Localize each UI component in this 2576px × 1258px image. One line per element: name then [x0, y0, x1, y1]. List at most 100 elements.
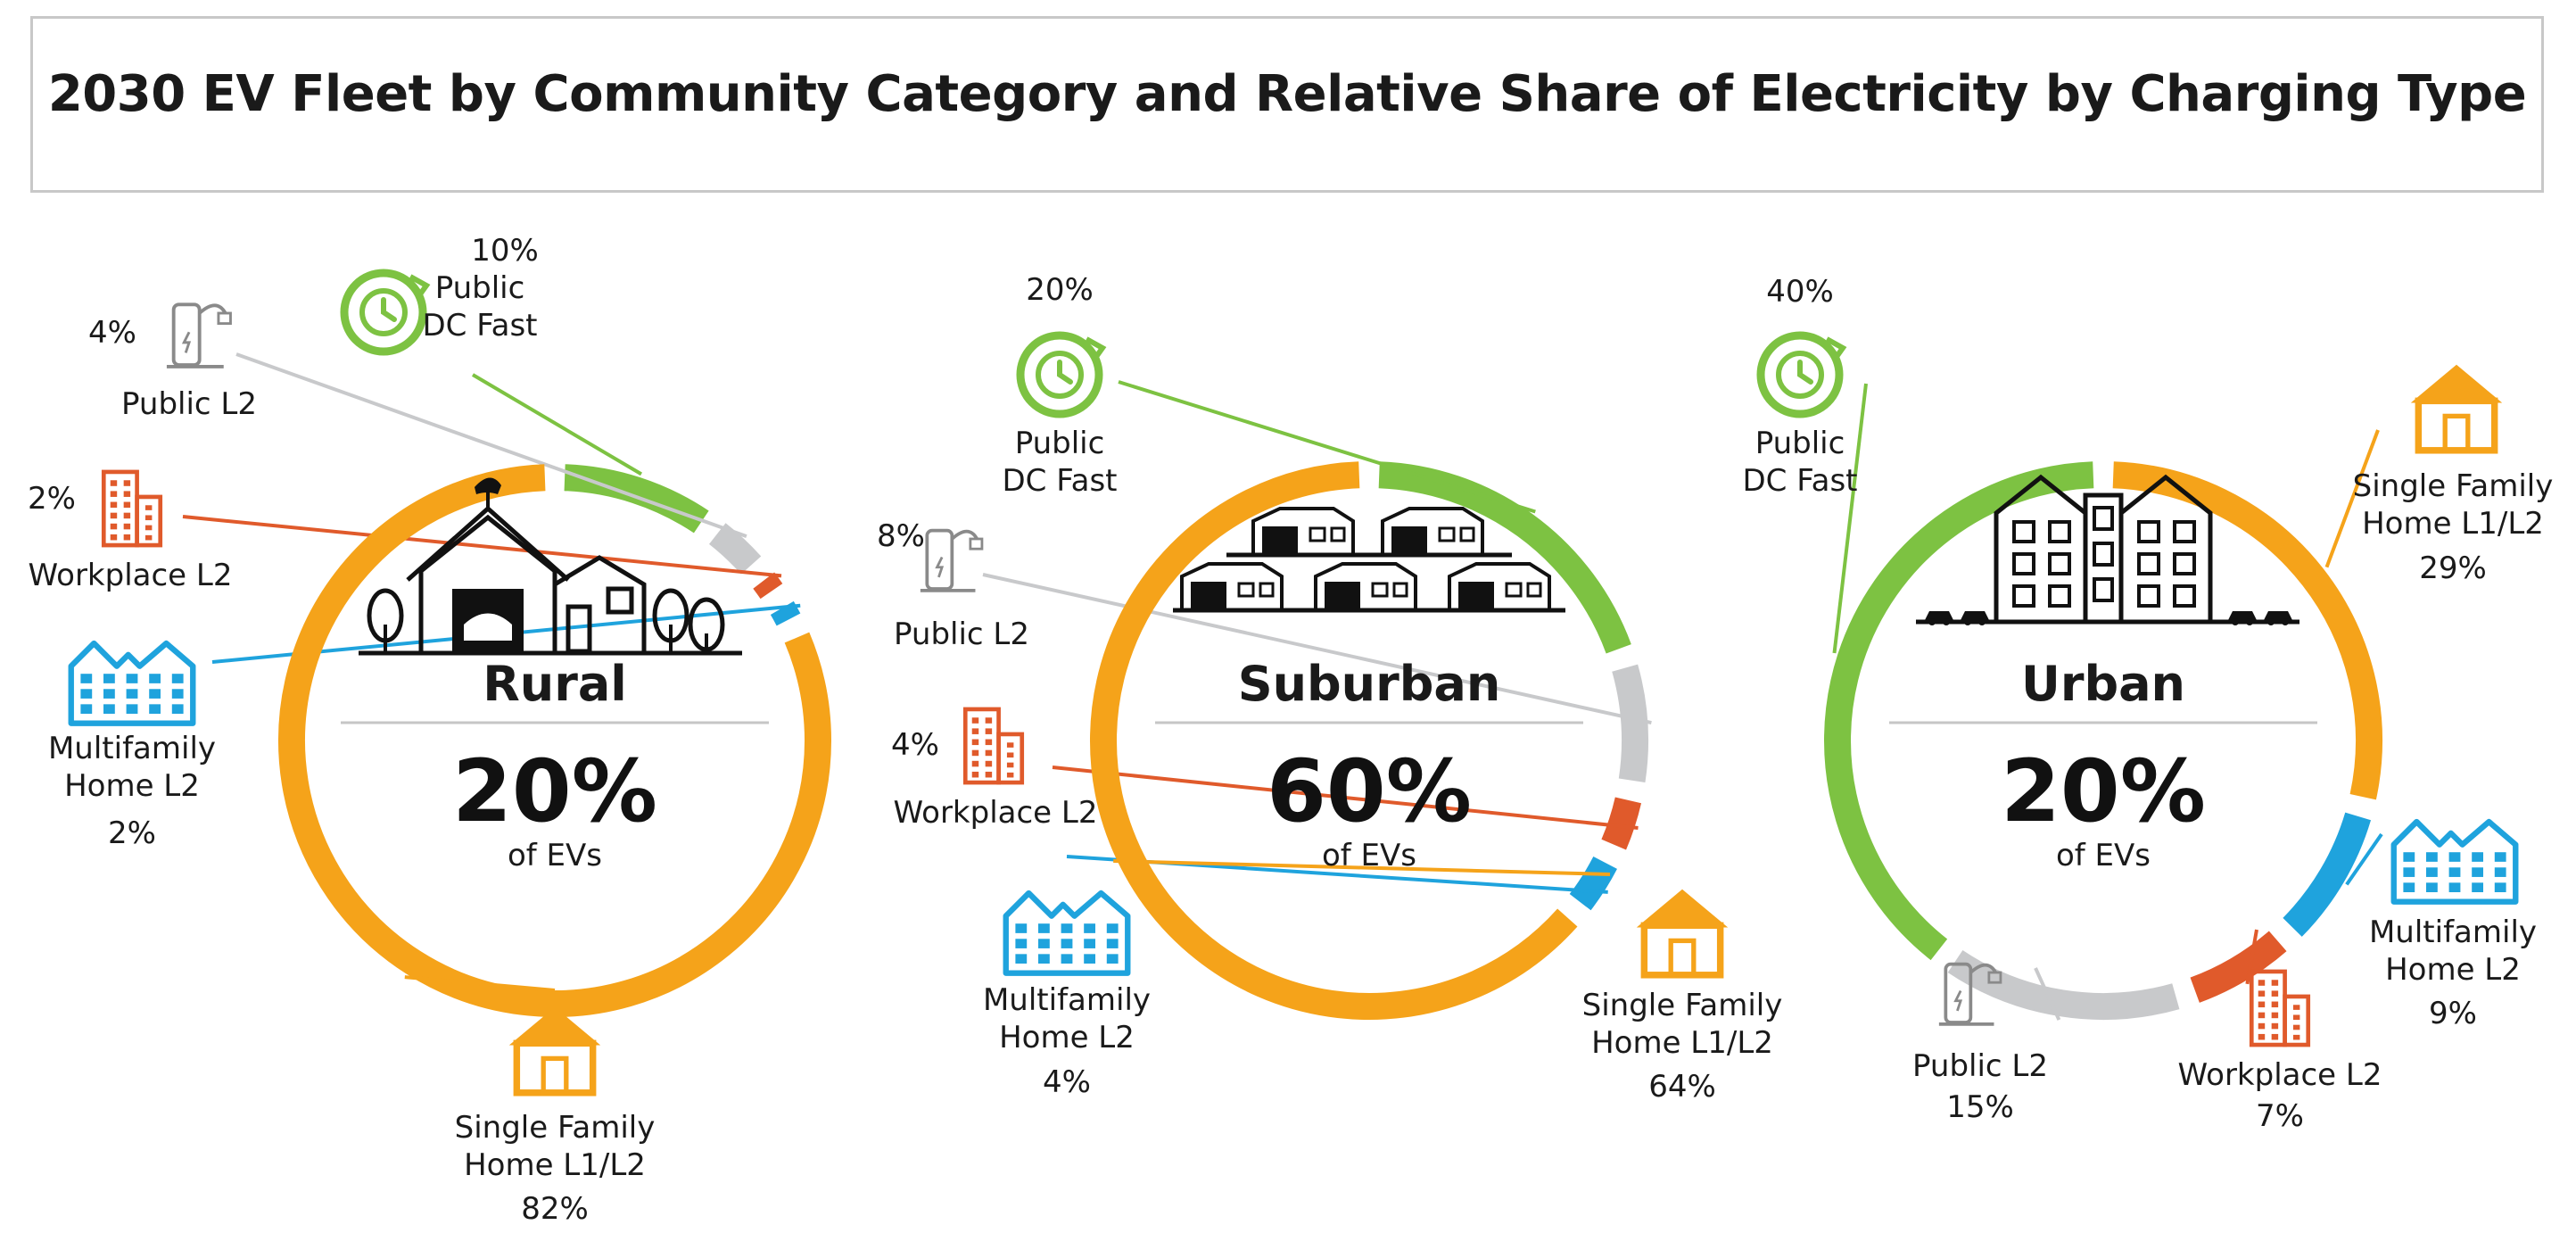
slice-label: Workplace L2: [2178, 1057, 2382, 1093]
slice-label: Public DC Fast: [1002, 426, 1117, 499]
slice-arc-workplace-l2: [753, 572, 783, 600]
slice-label: Public L2: [894, 617, 1029, 652]
slice-public-l2: Public L2 15%: [1912, 950, 2180, 1125]
slice-value-label: 2%: [28, 481, 76, 517]
slice-value-label: 29%: [2419, 550, 2487, 586]
fleet-share-value: 20%: [2001, 741, 2206, 841]
leader-line: [404, 975, 556, 992]
slice-multifamily-home-l2: Multifamily Home L2 9%: [2283, 812, 2537, 1031]
house-icon: [1636, 889, 1729, 979]
slice-arc-workplace-l2: [1601, 797, 1642, 850]
slice-label: Single Family Home L1/L2: [2353, 468, 2554, 542]
slice-label: Workplace L2: [29, 558, 233, 593]
slice-value-label: 4%: [88, 315, 136, 351]
slice-label: Multifamily Home L2: [48, 731, 216, 804]
leader-line: [471, 373, 643, 476]
slice-workplace-l2: Workplace L2 7%: [2178, 929, 2382, 1134]
slice-label: Public L2: [1912, 1048, 2048, 1084]
slice-value-label: 10%: [471, 233, 539, 269]
slice-single-family-home-l1-l2: Single Family Home L1/L2 82%: [278, 464, 831, 1227]
slice-arc-public-l2: [1612, 664, 1648, 783]
leader-line: [982, 573, 1652, 725]
slice-value-label: 2%: [108, 815, 156, 851]
charging-station-icon: [1938, 962, 2002, 1026]
fleet-share-unit: of EVs: [2056, 838, 2151, 873]
donut-chart-urban: Single Family Home L1/L2 29% Multifamily Hom…: [1742, 274, 2553, 1134]
leader-line: [2245, 929, 2258, 985]
slice-value-label: 15%: [1946, 1089, 2014, 1125]
slice-single-family-home-l1-l2: Single Family Home L1/L2 64%: [1090, 461, 1783, 1105]
slice-value-label: 40%: [1766, 274, 1834, 310]
fleet-share-value: 20%: [452, 741, 657, 841]
slice-value-label: 20%: [1026, 272, 1094, 308]
leader-line: [1113, 859, 1611, 876]
charging-station-icon: [166, 302, 232, 368]
slice-arc-single-family-home-l1-l2: [2112, 461, 2382, 800]
slice-value-label: 4%: [1043, 1064, 1091, 1100]
slice-label: Public DC Fast: [422, 270, 537, 343]
slice-public-l2: Public L2 4%: [88, 302, 762, 575]
fleet-share-unit: of EVs: [1322, 838, 1416, 873]
slice-public-l2: Public L2 8%: [877, 518, 1652, 783]
slice-multifamily-home-l2: Multifamily Home L2 4%: [983, 855, 1617, 1100]
slice-single-family-home-l1-l2: Single Family Home L1/L2 29%: [2112, 364, 2554, 800]
slice-label: Multifamily Home L2: [983, 982, 1151, 1055]
slice-label: Public DC Fast: [1742, 426, 1857, 499]
slice-label: Single Family Home L1/L2: [1582, 988, 1783, 1061]
stopwatch-icon: [1756, 331, 1847, 418]
slice-arc-single-family-home-l1-l2: [278, 464, 831, 1017]
slice-arc-multifamily-home-l2: [1569, 856, 1617, 911]
slice-label: Single Family Home L1/L2: [455, 1110, 656, 1183]
house-icon: [508, 1006, 601, 1097]
slice-label: Public L2: [121, 386, 257, 422]
fleet-share-value: 60%: [1267, 741, 1472, 841]
chart-title: 2030 EV Fleet by Community Category and …: [47, 65, 2527, 123]
slice-public-dc-fast: Public DC Fast 40%: [1742, 274, 2094, 961]
slice-value-label: 7%: [2256, 1098, 2304, 1134]
slice-value-label: 8%: [877, 518, 925, 554]
apartment-building-icon: [2390, 818, 2519, 905]
stopwatch-icon: [1016, 331, 1107, 418]
leader-line: [235, 352, 747, 538]
apartment-building-icon: [1003, 890, 1131, 976]
slice-arc-workplace-l2: [2190, 931, 2287, 1003]
leader-line: [182, 515, 782, 578]
leader-line: [2324, 429, 2380, 568]
slice-value-label: 9%: [2429, 996, 2477, 1031]
slice-arc-public-dc-fast: [1378, 461, 1631, 654]
slice-arc-public-l2: [1947, 950, 2180, 1020]
leader-line: [2034, 967, 2061, 1021]
slice-value-label: 64%: [1648, 1069, 1716, 1105]
office-building-icon: [2249, 969, 2311, 1047]
rural-farmhouse-icon: [359, 477, 742, 656]
slice-value-label: 82%: [521, 1191, 589, 1227]
leader-line: [1052, 766, 1639, 830]
apartment-building-icon: [68, 640, 196, 726]
leader-line: [2345, 832, 2383, 886]
office-building-icon: [101, 469, 163, 548]
community-name: Urban: [2021, 656, 2185, 712]
stopwatch-icon: [340, 269, 431, 356]
leader-line: [1832, 383, 1868, 654]
slice-workplace-l2: Workplace L2 2%: [28, 469, 783, 600]
fleet-share-unit: of EVs: [508, 838, 602, 873]
slice-label: Workplace L2: [894, 795, 1098, 831]
charging-station-icon: [920, 528, 984, 592]
community-name: Rural: [483, 656, 627, 712]
urban-apartments-icon: [1916, 474, 2299, 625]
donut-chart-suburban: Public DC Fast 20% Public L2 8% Workplace L2 4…: [877, 272, 1782, 1105]
title-box: 2030 EV Fleet by Community Category and …: [30, 16, 2544, 193]
slice-multifamily-home-l2: Multifamily Home L2 2%: [48, 600, 801, 851]
slice-arc-public-dc-fast: [1824, 461, 2094, 961]
slice-arc-multifamily-home-l2: [2283, 812, 2372, 937]
suburban-houses-icon: [1173, 507, 1565, 613]
house-icon: [2410, 364, 2503, 454]
leader-line: [1118, 380, 1536, 514]
slice-arc-single-family-home-l1-l2: [1090, 461, 1578, 1020]
slice-arc-multifamily-home-l2: [770, 600, 801, 626]
slice-arc-public-l2: [708, 523, 762, 575]
slice-label: Multifamily Home L2: [2369, 915, 2537, 988]
